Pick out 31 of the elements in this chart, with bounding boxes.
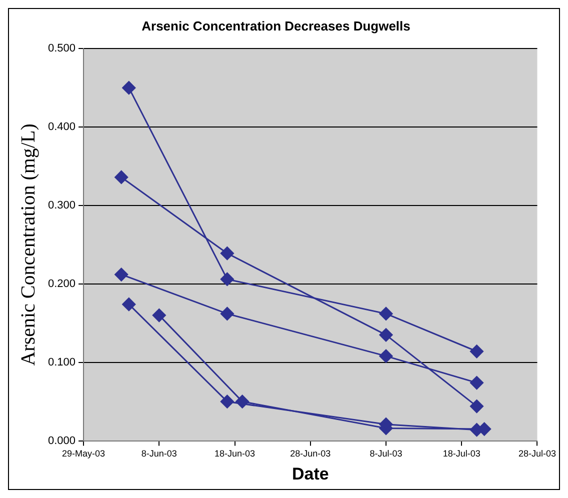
- point: [114, 268, 128, 282]
- point: [220, 394, 234, 408]
- x-tick-label: 28-Jun-03: [290, 448, 331, 459]
- point: [122, 298, 136, 312]
- point: [470, 376, 484, 390]
- y-axis-title: Arsenic Concentration (mg/L): [17, 124, 40, 366]
- point: [114, 170, 128, 184]
- point: [152, 308, 166, 322]
- y-tick-label: 0.500: [48, 42, 76, 55]
- point: [220, 272, 234, 286]
- x-axis-title: Date: [292, 464, 329, 484]
- point: [470, 400, 484, 414]
- point: [220, 306, 234, 320]
- x-tick-label: 8-Jul-03: [370, 448, 402, 459]
- x-tick-label: 29-May-03: [62, 448, 106, 459]
- point: [379, 328, 393, 342]
- point: [470, 344, 484, 358]
- chart-title: Arsenic Concentration Decreases Dugwells: [142, 18, 410, 34]
- y-tick-label: 0.300: [48, 200, 76, 212]
- x-tick-label: 8-Jun-03: [141, 448, 177, 459]
- y-tick-label: 0.400: [48, 121, 76, 134]
- y-tick-label: 0.200: [48, 278, 76, 290]
- point: [379, 306, 393, 320]
- x-tick-label: 18-Jul-03: [442, 448, 480, 459]
- point: [379, 349, 393, 363]
- x-tick-label: 28-Jul-03: [518, 448, 556, 459]
- x-tick-label: 18-Jun-03: [214, 448, 256, 459]
- y-tick-label: 0.100: [48, 356, 76, 368]
- y-tick-label: 0.000: [48, 434, 76, 447]
- point: [122, 81, 136, 95]
- point: [220, 246, 234, 260]
